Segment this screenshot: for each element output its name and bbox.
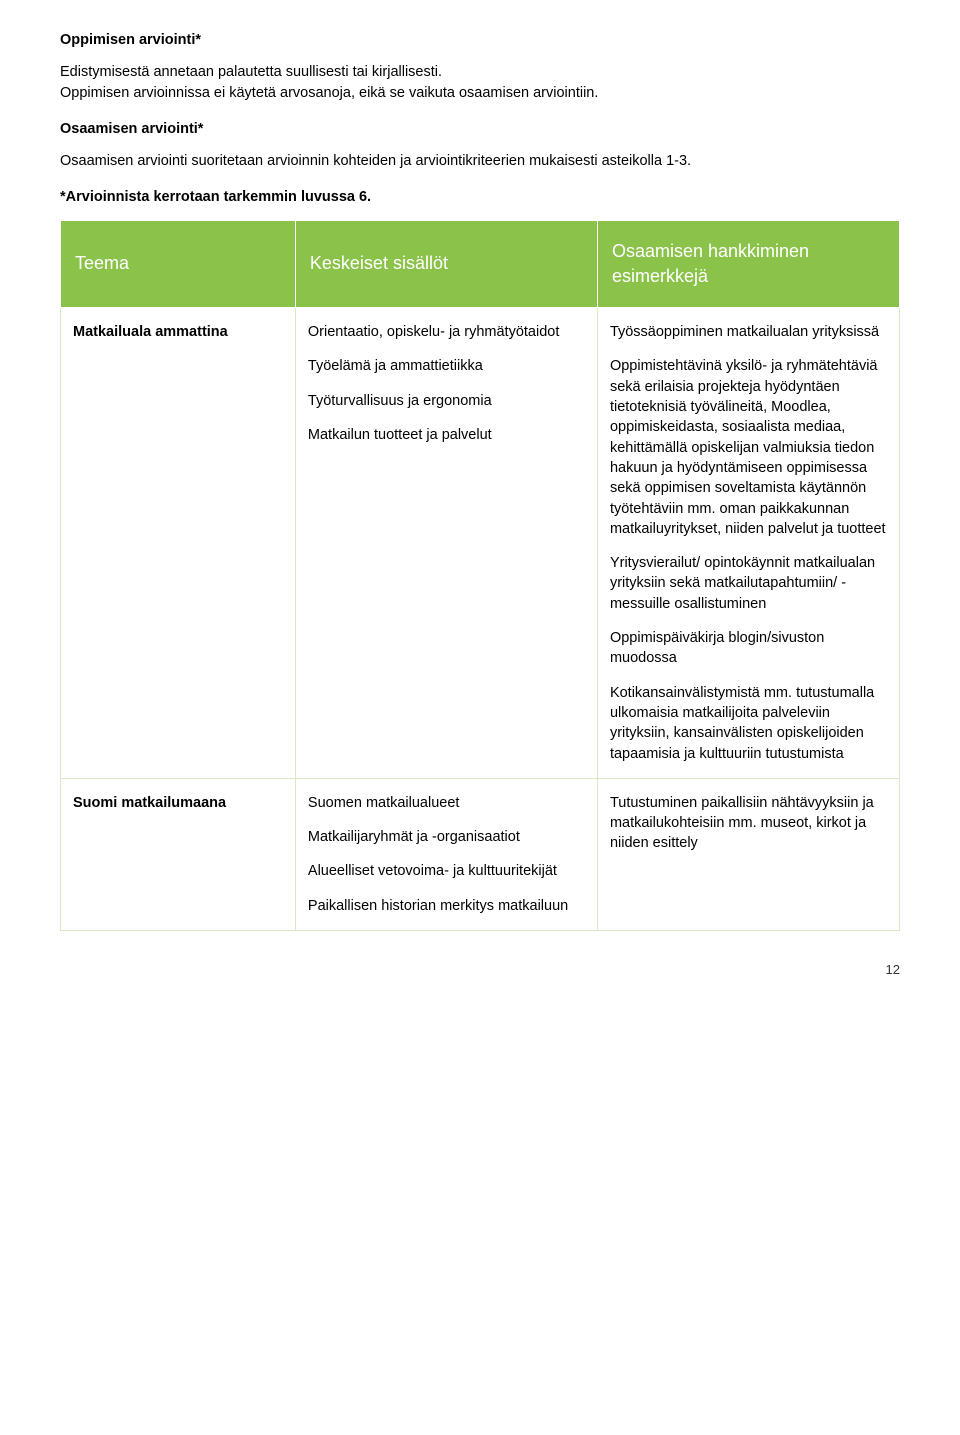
section-heading-2: Osaamisen arviointi* bbox=[60, 119, 900, 139]
content-block: Alueelliset vetovoima- ja kulttuuritekij… bbox=[308, 861, 585, 881]
content-block: Matkailun tuotteet ja palvelut bbox=[308, 425, 585, 445]
content-table: Teema Keskeiset sisällöt Osaamisen hankk… bbox=[60, 220, 900, 931]
row2-sisallot: Suomen matkailualueet Matkailijaryhmät j… bbox=[295, 778, 597, 930]
intro-paragraph-1: Edistymisestä annetaan palautetta suulli… bbox=[60, 62, 900, 103]
content-block: Työturvallisuus ja ergonomia bbox=[308, 391, 585, 411]
content-block: Työelämä ja ammattietiikka bbox=[308, 356, 585, 376]
header3-line1: Osaamisen hankkiminen bbox=[612, 241, 809, 261]
content-block: Kotikansainvälistymistä mm. tutustumalla… bbox=[610, 683, 887, 764]
content-block: Matkailijaryhmät ja -organisaatiot bbox=[308, 827, 585, 847]
content-block: Oppimispäiväkirja blogin/sivuston muodos… bbox=[610, 628, 887, 669]
intro-paragraph-2: Osaamisen arviointi suoritetaan arvioinn… bbox=[60, 151, 900, 171]
intro-line-2: Oppimisen arvioinnissa ei käytetä arvosa… bbox=[60, 85, 598, 101]
row1-sisallot: Orientaatio, opiskelu- ja ryhmätyötaidot… bbox=[295, 308, 597, 779]
table-row: Matkailuala ammattina Orientaatio, opisk… bbox=[61, 308, 900, 779]
section-heading-1: Oppimisen arviointi* bbox=[60, 30, 900, 50]
content-block: Työssäoppiminen matkailualan yrityksissä bbox=[610, 322, 887, 342]
content-block: Oppimistehtävinä yksilö- ja ryhmätehtävi… bbox=[610, 356, 887, 539]
content-block: Tutustuminen paikallisiin nähtävyyksiin … bbox=[610, 793, 887, 854]
page-number: 12 bbox=[60, 961, 900, 979]
content-block: Orientaatio, opiskelu- ja ryhmätyötaidot bbox=[308, 322, 585, 342]
table-header-row: Teema Keskeiset sisällöt Osaamisen hankk… bbox=[61, 220, 900, 307]
table-header-hankkiminen: Osaamisen hankkiminen esimerkkejä bbox=[597, 220, 899, 307]
content-block: Suomen matkailualueet bbox=[308, 793, 585, 813]
row2-teema: Suomi matkailumaana bbox=[61, 778, 296, 930]
header3-line2: esimerkkejä bbox=[612, 266, 708, 286]
content-block: Paikallisen historian merkitys matkailuu… bbox=[308, 896, 585, 916]
table-header-sisallot: Keskeiset sisällöt bbox=[295, 220, 597, 307]
row1-teema: Matkailuala ammattina bbox=[61, 308, 296, 779]
intro-line-1: Edistymisestä annetaan palautetta suulli… bbox=[60, 64, 442, 80]
table-row: Suomi matkailumaana Suomen matkailualuee… bbox=[61, 778, 900, 930]
section-heading-3: *Arvioinnista kerrotaan tarkemmin luvuss… bbox=[60, 187, 900, 207]
table-header-teema: Teema bbox=[61, 220, 296, 307]
content-block: Yritysvierailut/ opintokäynnit matkailua… bbox=[610, 553, 887, 614]
row1-hankkiminen: Työssäoppiminen matkailualan yrityksissä… bbox=[597, 308, 899, 779]
row2-hankkiminen: Tutustuminen paikallisiin nähtävyyksiin … bbox=[597, 778, 899, 930]
